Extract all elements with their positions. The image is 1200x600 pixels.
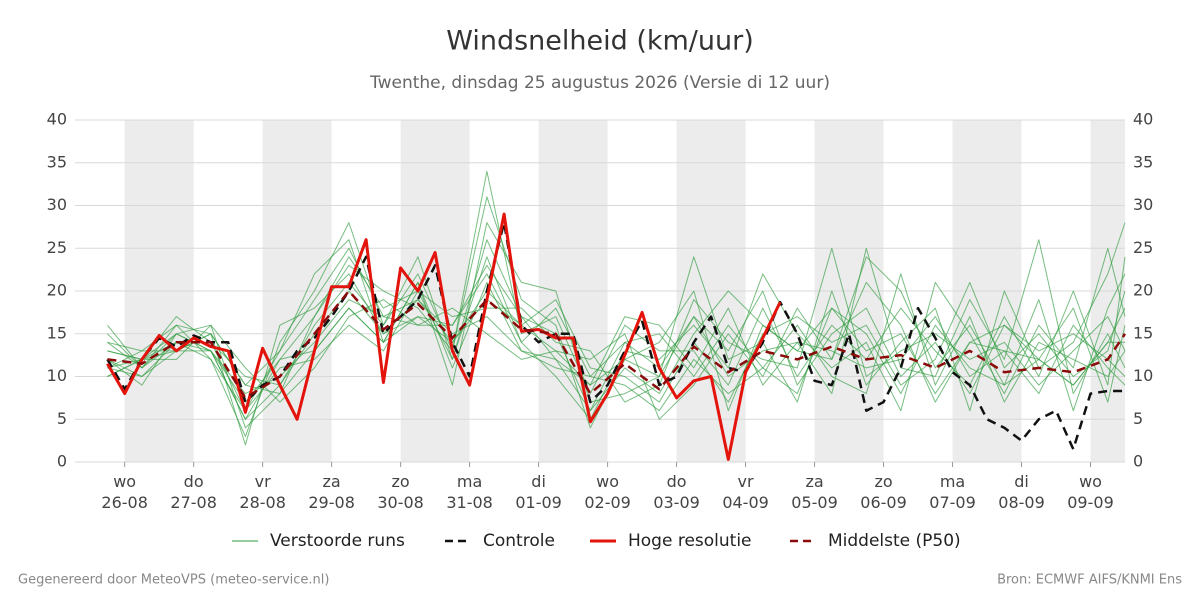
x-tick-label: za 05-09 (791, 472, 838, 512)
y2-tick-label: 35 (1133, 152, 1153, 171)
y2-tick-label: 10 (1133, 366, 1153, 385)
series-line (106, 212, 782, 461)
y2-tick-label: 25 (1133, 238, 1153, 257)
y2-tick-label: 40 (1133, 110, 1153, 129)
series-line (107, 289, 1127, 400)
x-tick-label: vr 04-09 (722, 472, 769, 512)
x-tick-label: do 03-09 (653, 472, 700, 512)
y-tick-label: 0 (57, 452, 67, 471)
y-tick-label: 25 (47, 238, 67, 257)
x-tick-label: za 29-08 (308, 472, 355, 512)
legend-label: Controle (483, 531, 555, 551)
x-tick-label: do 27-08 (170, 472, 217, 512)
ensemble-line (107, 247, 1126, 412)
ensemble-line (107, 281, 1126, 403)
footer-left: Gegenereerd door MeteoVPS (meteo-service… (18, 573, 329, 588)
y-tick-label: 30 (47, 195, 67, 214)
ensemble-line (107, 170, 1126, 429)
y-tick-label: 40 (47, 110, 67, 129)
chart-title: Windsnelheid (km/uur) (446, 26, 754, 57)
y2-tick-label: 15 (1133, 323, 1153, 342)
legend-label: Verstoorde runs (270, 531, 405, 551)
y-tick-label: 15 (47, 323, 67, 342)
y-tick-label: 20 (47, 281, 67, 300)
x-tick-label: vr 28-08 (239, 472, 286, 512)
legend-label: Hoge resolutie (628, 531, 752, 551)
x-tick-label: ma 07-09 (929, 472, 976, 512)
grid (75, 119, 1125, 463)
x-tick-label: wo 02-09 (584, 472, 631, 512)
y-tick-label: 5 (57, 409, 67, 428)
y2-tick-label: 0 (1133, 452, 1143, 471)
x-tick-label: di 01-09 (515, 472, 562, 512)
y2-tick-label: 30 (1133, 195, 1153, 214)
y2-tick-label: 20 (1133, 281, 1153, 300)
y-tick-label: 35 (47, 152, 67, 171)
x-tick-label: ma 31-08 (446, 472, 493, 512)
legend-label: Middelste (P50) (828, 531, 961, 551)
x-tick-label: wo 26-08 (101, 472, 148, 512)
footer-right: Bron: ECMWF AIFS/KNMI Ens (997, 573, 1182, 588)
x-tick-label: di 08-09 (998, 472, 1045, 512)
x-tick-label: wo 09-09 (1067, 472, 1114, 512)
y2-tick-label: 5 (1133, 409, 1143, 428)
y-tick-label: 10 (47, 366, 67, 385)
x-tick-label: zo 06-09 (860, 472, 907, 512)
chart-subtitle: Twenthe, dinsdag 25 augustus 2026 (Versi… (369, 73, 830, 93)
x-tick-label: zo 30-08 (377, 472, 424, 512)
ensemble-line (107, 247, 1126, 412)
